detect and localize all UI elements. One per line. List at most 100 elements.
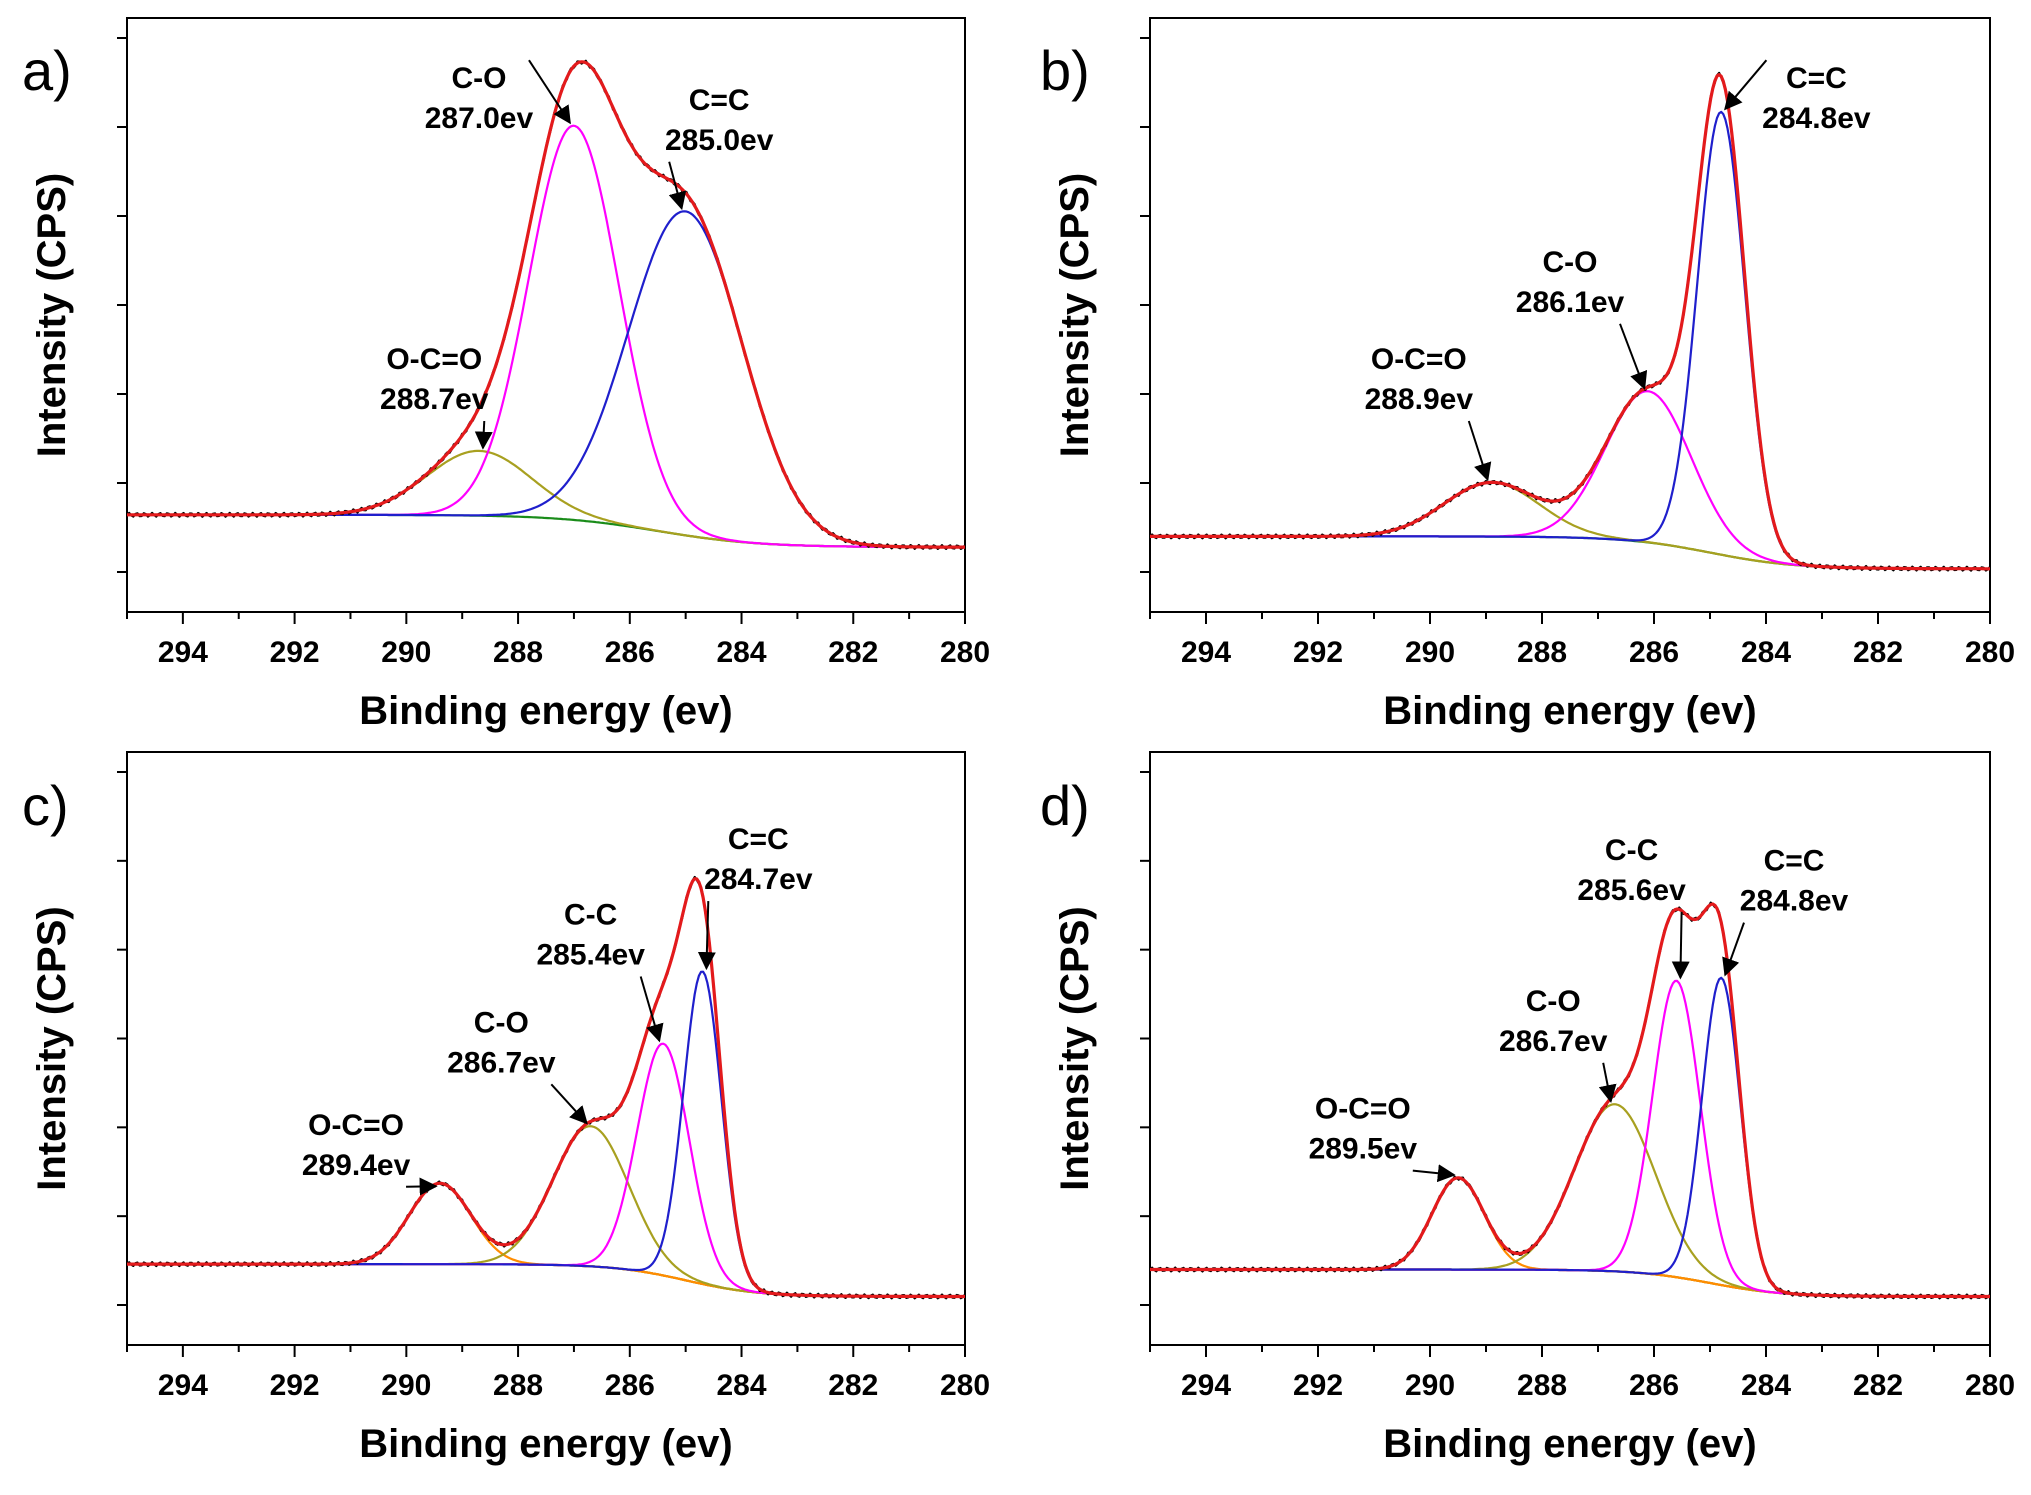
component-c-o-curve — [127, 124, 965, 549]
baseline-line — [127, 1263, 965, 1298]
x-tick-label: 294 — [158, 1369, 208, 1402]
component-c-o-curve — [1150, 390, 1990, 570]
y-axis-title: Intensity (CPS) — [1053, 173, 1097, 457]
peak-annotation: C-C 285.4ev — [536, 899, 664, 1043]
peak-label: C-C — [1605, 834, 1658, 867]
x-tick-label: 286 — [605, 636, 655, 669]
y-axis-title: Intensity (CPS) — [1053, 906, 1097, 1190]
x-tick-label: 294 — [1181, 1369, 1231, 1402]
x-tick-label: 286 — [1629, 1369, 1679, 1402]
x-tick-label: 290 — [1405, 1369, 1455, 1402]
annotation-arrow — [1598, 1062, 1617, 1104]
peak-annotation: O-C=O 289.4ev — [302, 1109, 438, 1196]
x-tick-label: 282 — [1853, 1369, 1903, 1402]
peak-label: C-O — [1543, 246, 1598, 279]
x-tick-label: 280 — [1965, 636, 2015, 669]
peak-label: C-C — [564, 899, 617, 932]
y-axis-title: Intensity (CPS) — [30, 173, 74, 457]
x-tick-label: 288 — [1517, 1369, 1567, 1402]
x-tick-label: 292 — [1293, 1369, 1343, 1402]
annotation-arrow — [474, 420, 493, 450]
peak-annotation: C=C 284.8ev — [1724, 59, 1871, 135]
background-line — [1150, 535, 1990, 570]
annotation-arrow — [1671, 911, 1690, 980]
x-tick-label: 294 — [1181, 636, 1231, 669]
annotation-arrow — [639, 976, 664, 1043]
annotation-arrow — [1619, 323, 1648, 390]
peak-energy-value: 287.0ev — [425, 102, 534, 135]
y-axis-title: Intensity (CPS) — [30, 906, 74, 1190]
x-tick-label: 290 — [1405, 636, 1455, 669]
peak-energy-value: 286.7ev — [447, 1046, 556, 1079]
x-tick-label: 292 — [270, 636, 320, 669]
component-o-c-o-curve — [127, 449, 965, 549]
x-tick-label: 284 — [717, 636, 767, 669]
peak-label: C-O — [451, 62, 506, 95]
component-c-c-curve — [1150, 110, 1990, 570]
peak-label: C-O — [474, 1006, 529, 1039]
raw-spectrum-line — [126, 59, 966, 550]
x-axis-title: Binding energy (ev) — [359, 689, 732, 733]
peak-energy-value: 286.7ev — [1499, 1025, 1608, 1058]
peak-label: C=C — [1786, 62, 1847, 95]
peak-label: O-C=O — [308, 1109, 404, 1142]
envelope-fit-line — [127, 60, 965, 549]
peak-energy-value: 288.7ev — [380, 383, 489, 416]
x-tick-label: 288 — [493, 1369, 543, 1402]
peak-label: C=C — [728, 823, 789, 856]
peak-label: O-C=O — [1371, 343, 1467, 376]
x-tick-label: 288 — [493, 636, 543, 669]
peak-energy-value: 289.4ev — [302, 1149, 411, 1182]
x-tick-label: 292 — [270, 1369, 320, 1402]
plot-frame — [126, 17, 966, 613]
annotation-arrow — [1412, 1164, 1456, 1183]
x-tick-label: 280 — [940, 636, 990, 669]
panel-label: a) — [22, 39, 72, 102]
panel-label: b) — [1040, 39, 1090, 102]
component-c-c-curve — [127, 970, 965, 1298]
peak-annotation: O-C=O 288.9ev — [1365, 343, 1492, 482]
peak-annotation: C-O 287.0ev — [425, 59, 571, 135]
x-axis-title: Binding energy (ev) — [359, 1422, 732, 1466]
peak-label: C=C — [1764, 845, 1825, 878]
x-tick-label: 292 — [1293, 636, 1343, 669]
peak-energy-value: 289.5ev — [1309, 1133, 1418, 1166]
peak-annotation: C-O 286.1ev — [1516, 246, 1648, 390]
peak-label: O-C=O — [1315, 1093, 1411, 1126]
annotation-arrow — [528, 59, 571, 125]
peak-annotation: O-C=O 289.5ev — [1309, 1093, 1456, 1183]
peak-energy-value: 284.7ev — [704, 863, 813, 896]
peak-annotation: C=C 284.7ev — [697, 823, 813, 971]
peak-annotation: C=C 284.8ev — [1722, 845, 1849, 977]
baseline-line — [1150, 1268, 1990, 1298]
peak-label: C=C — [689, 84, 750, 117]
peak-energy-value: 285.6ev — [1577, 874, 1686, 907]
x-tick-label: 280 — [1965, 1369, 2015, 1402]
background-line — [1150, 1268, 1990, 1298]
annotation-arrow — [668, 161, 687, 211]
component-c-o-curve — [127, 1125, 965, 1298]
x-tick-label: 282 — [828, 636, 878, 669]
plot-frame — [126, 751, 966, 1346]
peak-annotation: C-O 286.7ev — [1499, 985, 1617, 1104]
peak-annotation: C-O 286.7ev — [447, 1006, 588, 1125]
x-tick-label: 284 — [717, 1369, 767, 1402]
panel-d: d) 294 292 290 288 286 284 282 280 Binding energy… — [1040, 751, 2015, 1466]
peak-energy-value: 285.4ev — [536, 939, 645, 972]
x-axis-title: Binding energy (ev) — [1383, 1422, 1756, 1466]
x-tick-label: 286 — [605, 1369, 655, 1402]
plot-frame — [1149, 751, 1991, 1346]
peak-energy-value: 286.1ev — [1516, 286, 1625, 319]
x-tick-label: 290 — [381, 636, 431, 669]
annotation-arrow — [1722, 922, 1745, 977]
x-axis-title: Binding energy (ev) — [1383, 689, 1756, 733]
annotation-arrow — [697, 901, 716, 971]
peak-annotation: O-C=O 288.7ev — [380, 343, 493, 450]
peak-label: C-O — [1526, 985, 1581, 1018]
annotation-arrow — [1724, 59, 1768, 111]
x-tick-label: 294 — [158, 636, 208, 669]
x-tick-label: 284 — [1741, 1369, 1791, 1402]
annotation-arrow — [550, 1083, 588, 1125]
x-tick-label: 282 — [1853, 636, 1903, 669]
